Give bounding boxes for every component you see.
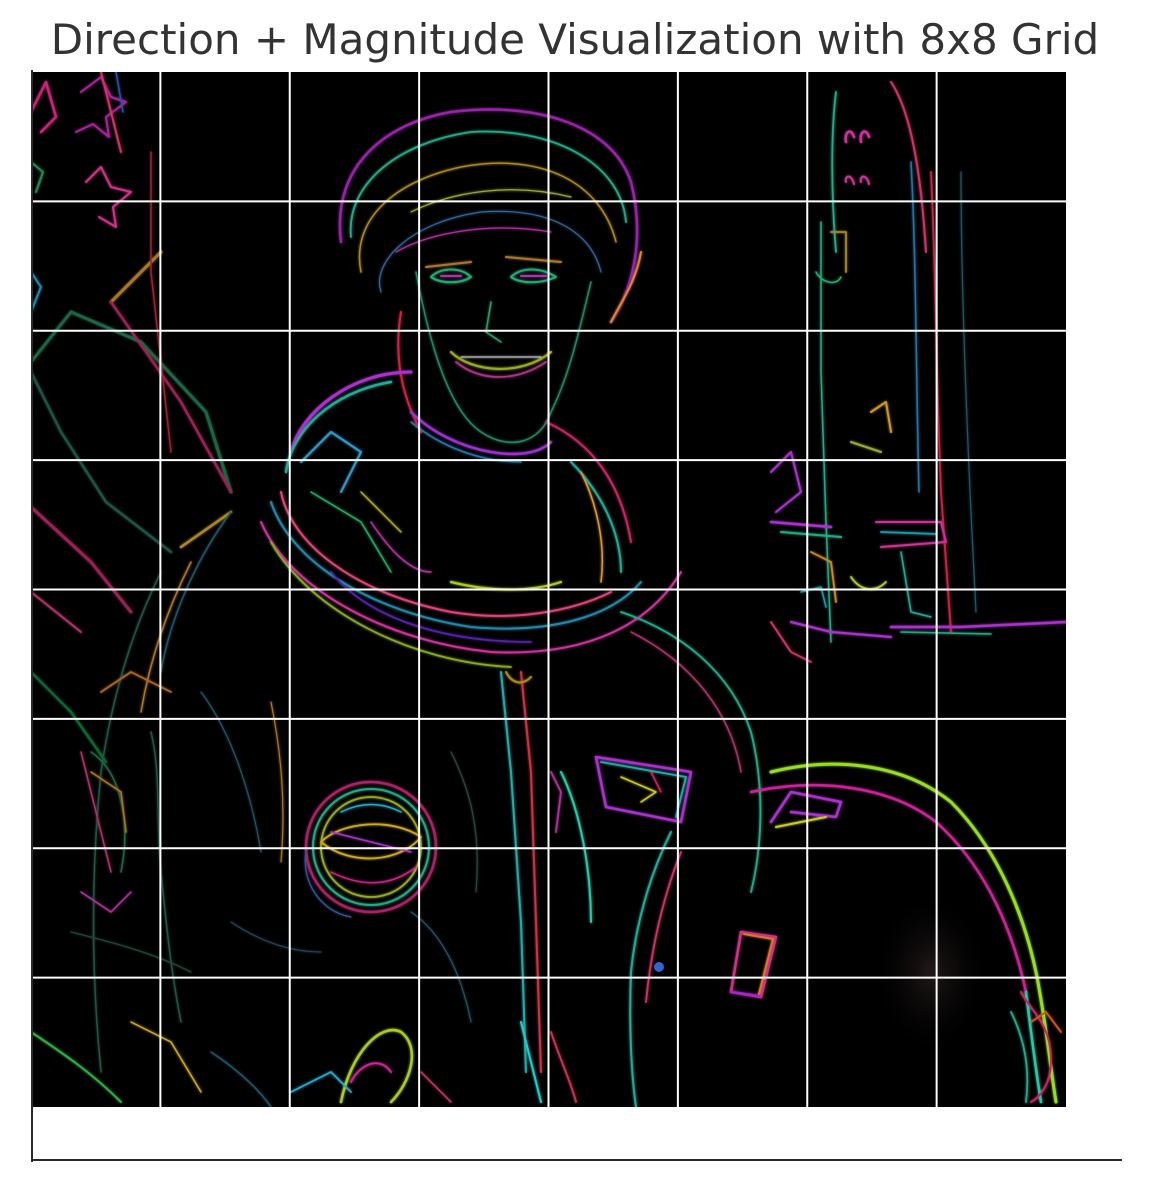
grid-lines bbox=[31, 72, 1066, 1107]
edge-strokes bbox=[31, 72, 1066, 1107]
edge-image-panel bbox=[31, 72, 1066, 1107]
edge-direction-magnitude-image bbox=[31, 72, 1066, 1107]
x-axis-line bbox=[31, 1159, 1122, 1161]
helmet-reflection-texture bbox=[871, 887, 991, 1057]
y-axis-line bbox=[31, 70, 33, 1162]
highlight-dot bbox=[654, 962, 664, 972]
figure-title: Direction + Magnitude Visualization with… bbox=[50, 15, 1100, 64]
